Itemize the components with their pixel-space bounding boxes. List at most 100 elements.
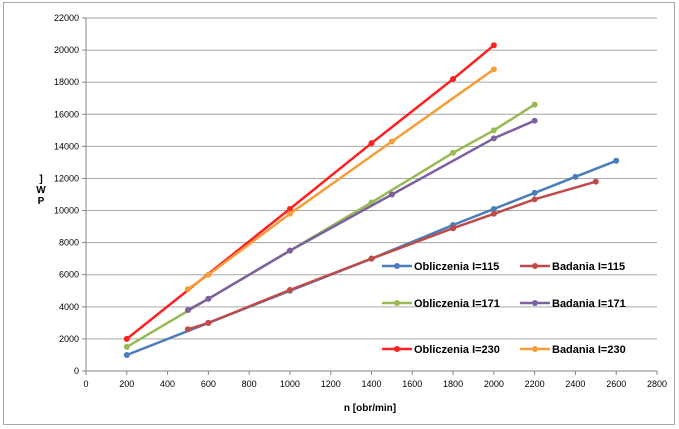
y-tick-label: 8000 [59, 238, 79, 248]
data-point [531, 189, 538, 196]
data-point [490, 66, 497, 73]
series-4 [123, 42, 497, 342]
data-point [572, 173, 579, 180]
series-lines [123, 42, 620, 358]
x-tick-label: 2400 [565, 379, 585, 389]
legend-swatch-marker [394, 300, 400, 306]
y-tick-label: 16000 [54, 109, 79, 119]
y-axis-label-char: W [36, 185, 46, 196]
legend-label: Obliczenia I=230 [414, 344, 500, 356]
data-point [184, 286, 191, 293]
data-point [123, 351, 130, 358]
data-point [368, 255, 375, 262]
legend-swatch-marker [532, 300, 538, 306]
x-tick-label: 1200 [321, 379, 341, 389]
x-tick-label: 1600 [402, 379, 422, 389]
axes [82, 17, 658, 375]
data-point [490, 42, 497, 49]
legend-swatch-marker [394, 346, 400, 352]
x-tick-label: 1800 [443, 379, 463, 389]
data-point [613, 157, 620, 164]
x-tick-label: 0 [83, 379, 88, 389]
y-axis-label: ]WP [36, 174, 46, 207]
x-tick-label: 2000 [484, 379, 504, 389]
y-tick-label: 0 [74, 366, 79, 376]
x-tick-label: 200 [119, 379, 134, 389]
legend-swatch-marker [532, 263, 538, 269]
legend-item: Badania I=230 [520, 344, 626, 356]
y-axis-label-char: P [38, 196, 45, 207]
data-point [490, 205, 497, 212]
legend-label: Badania I=115 [552, 261, 625, 273]
y-tick-label: 20000 [54, 45, 79, 55]
y-tick-label: 12000 [54, 173, 79, 183]
series-1 [184, 178, 599, 333]
data-point [205, 295, 212, 302]
legend-item: Obliczenia I=171 [382, 298, 500, 310]
y-tick-label: 6000 [59, 270, 79, 280]
data-point [490, 210, 497, 217]
y-tick-label: 18000 [54, 77, 79, 87]
gridlines [86, 17, 657, 340]
series-line [187, 68, 495, 291]
chart-frame [3, 2, 675, 425]
data-point [592, 178, 599, 185]
x-tick-label: 600 [201, 379, 216, 389]
legend-swatch-marker [394, 263, 400, 269]
series-2 [123, 101, 538, 350]
data-point [531, 196, 538, 203]
series-line [187, 119, 536, 312]
legend-item: Obliczenia I=230 [382, 344, 500, 356]
legend-label: Badania I=171 [552, 298, 626, 310]
x-tick-label: 2800 [647, 379, 667, 389]
y-tick-label: 4000 [59, 302, 79, 312]
data-point [450, 75, 457, 82]
data-point [286, 205, 293, 212]
legend-label: Obliczenia I=115 [414, 261, 499, 273]
x-tick-labels: 0 200 400 600 800 1000 1200 1400 1600 1800 2000 220… [83, 379, 667, 389]
data-point [531, 101, 538, 108]
data-point [450, 225, 457, 232]
series-line [126, 44, 495, 340]
series-5 [184, 66, 497, 293]
data-point [368, 140, 375, 147]
legend-label: Badania I=230 [552, 344, 626, 356]
legend-label: Obliczenia I=171 [414, 298, 500, 310]
legend-item: Badania I=115 [520, 261, 625, 273]
x-tick-label: 400 [160, 379, 175, 389]
y-tick-label: 2000 [59, 334, 79, 344]
y-tick-label: 22000 [54, 13, 79, 23]
legend-swatch-marker [532, 346, 538, 352]
data-point [531, 117, 538, 124]
x-tick-label: 1000 [280, 379, 300, 389]
data-point [286, 247, 293, 254]
y-tick-labels: 0 2000 4000 6000 8000 10000 12000 14000 16000 180… [54, 13, 79, 376]
data-point [388, 138, 395, 145]
legend-item: Badania I=171 [520, 298, 626, 310]
x-tick-label: 800 [242, 379, 257, 389]
data-point [123, 343, 130, 350]
data-point [286, 286, 293, 293]
data-point [450, 149, 457, 156]
y-axis-label-char: ] [39, 174, 42, 185]
x-tick-label: 2200 [525, 379, 545, 389]
data-point [184, 326, 191, 333]
y-tick-label: 10000 [54, 206, 79, 216]
legend: Obliczenia I=115 Badania I=115 Obliczenia … [382, 261, 626, 356]
x-tick-label: 2600 [606, 379, 626, 389]
data-point [388, 191, 395, 198]
data-point [286, 210, 293, 217]
y-tick-label: 14000 [54, 141, 79, 151]
legend-item: Obliczenia I=115 [382, 261, 499, 273]
x-tick-label: 1400 [361, 379, 381, 389]
data-point [490, 127, 497, 134]
data-point [490, 135, 497, 142]
series-line [187, 180, 597, 331]
data-point [205, 319, 212, 326]
data-point [123, 335, 130, 342]
x-axis-label: n [obr/min] [344, 403, 396, 414]
data-point [205, 271, 212, 278]
data-point [184, 307, 191, 314]
series-3 [184, 117, 538, 314]
